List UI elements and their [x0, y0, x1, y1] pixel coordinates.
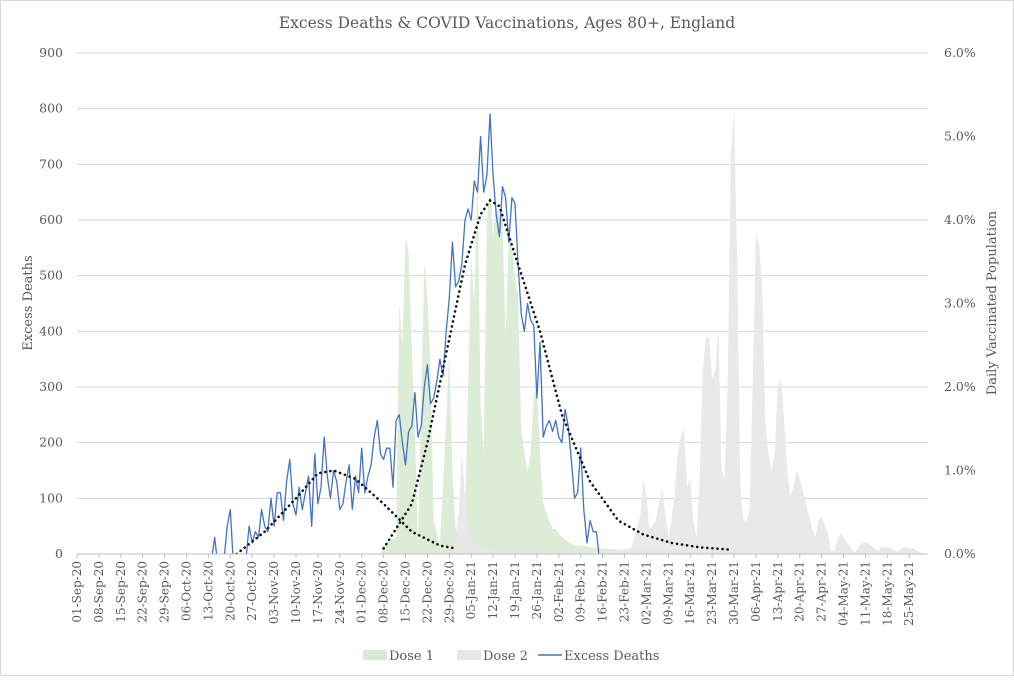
x-tick-label: 12-Jan-21: [486, 561, 500, 619]
x-tick-label: 13-Oct-20: [201, 561, 215, 621]
y-tick-label: 200: [39, 435, 63, 450]
legend: Dose 1 Dose 2 Excess Deaths: [363, 649, 659, 664]
legend-item: Dose 2: [457, 649, 528, 664]
y-axis-title: Excess Deaths: [21, 255, 36, 350]
x-tick-label: 16-Mar-21: [683, 561, 697, 625]
dose-2-label: Dose 2: [483, 649, 528, 664]
x-tick-label: 15-Sep-20: [114, 561, 128, 623]
y-tick-label: 800: [39, 101, 63, 116]
trend-2-line: [382, 198, 730, 551]
x-tick-label: 13-Apr-21: [771, 561, 785, 622]
y-tick-label: 100: [39, 490, 63, 505]
x-tick-label: 16-Feb-21: [596, 561, 610, 622]
y2-tick-label: 2.0%: [944, 379, 976, 394]
y2-axis-title: Daily Vaccinated Population: [985, 210, 1000, 395]
x-tick-label: 23-Feb-21: [618, 561, 632, 622]
legend-item: Dose 1: [363, 649, 434, 664]
trend-1-line: [235, 469, 457, 554]
chart-title: Excess Deaths & COVID Vaccinations, Ages…: [279, 14, 735, 32]
y2-tick-label: 5.0%: [944, 129, 976, 144]
x-tick-label: 03-Nov-20: [267, 561, 281, 624]
x-tick-label: 26-Jan-21: [530, 561, 544, 619]
x-tick-label: 22-Dec-20: [420, 561, 434, 623]
x-tick-label: 09-Feb-21: [574, 561, 588, 622]
x-tick-label: 04-May-21: [837, 561, 851, 626]
death-lines: [211, 113, 730, 554]
y2-tick-label: 4.0%: [944, 212, 976, 227]
excess-deaths-line: [211, 113, 600, 554]
y2-tick-label: 6.0%: [944, 45, 976, 60]
x-tick-label: 24-Nov-20: [333, 561, 347, 624]
x-tick-label: 11-May-21: [858, 561, 872, 626]
excess-deaths-label: Excess Deaths: [564, 649, 659, 664]
x-tick-label: 30-Mar-21: [727, 561, 741, 625]
dose-2-swatch: [457, 650, 481, 660]
x-tick-label: 29-Dec-20: [442, 561, 456, 623]
x-tick-label: 02-Mar-21: [639, 561, 653, 625]
x-tick-label: 29-Sep-20: [158, 561, 172, 623]
line-series-group: [211, 113, 730, 554]
y-tick-label: 400: [39, 323, 63, 338]
x-tick-label: 18-May-21: [880, 561, 894, 626]
x-tick-label: 17-Nov-20: [311, 561, 325, 624]
x-tick-label: 19-Jan-21: [508, 561, 522, 619]
dose-1-label: Dose 1: [389, 649, 434, 664]
x-tick-label: 06-Oct-20: [180, 561, 194, 621]
y2-tick-label: 3.0%: [944, 296, 976, 311]
x-tick-label: 10-Nov-20: [289, 561, 303, 624]
x-tick-label: 22-Sep-20: [136, 561, 150, 623]
x-tick-label: 09-Mar-21: [661, 561, 675, 625]
x-tick-label: 25-May-21: [902, 561, 916, 626]
x-tick-label: 20-Apr-21: [793, 561, 807, 622]
y-tick-label: 0: [55, 546, 63, 561]
x-tick-label: 05-Jan-21: [464, 561, 478, 619]
x-tick-label: 01-Dec-20: [355, 561, 369, 623]
dose-1-swatch: [363, 650, 387, 660]
x-tick-label: 06-Apr-21: [749, 561, 763, 622]
y-tick-label: 700: [39, 156, 63, 171]
dose-areas: [380, 111, 922, 555]
x-tick-label: 08-Dec-20: [377, 561, 391, 623]
x-tick-label: 20-Oct-20: [223, 561, 237, 621]
legend-item: Excess Deaths: [538, 649, 659, 664]
y-tick-label: 300: [39, 379, 63, 394]
y-tick-label: 900: [39, 45, 63, 60]
x-tick-label: 08-Sep-20: [92, 561, 106, 623]
y2-tick-label: 0.0%: [944, 546, 976, 561]
y-tick-label: 500: [39, 268, 63, 283]
x-tick-label: 23-Mar-21: [705, 561, 719, 625]
y2-tick-label: 1.0%: [944, 463, 976, 478]
dose-1-area: [380, 178, 769, 555]
x-tick-label: 27-Oct-20: [245, 561, 259, 621]
axes: 0 100 200 300 400 500 600 700 800 900 0.0% 1.0% 2.0%…: [39, 45, 976, 626]
x-tick-label: 27-Apr-21: [815, 561, 829, 622]
x-tick-label: 02-Feb-21: [552, 561, 566, 622]
y-tick-label: 600: [39, 212, 63, 227]
x-tick-label: 01-Sep-20: [70, 561, 84, 623]
x-tick-label: 15-Dec-20: [399, 561, 413, 623]
